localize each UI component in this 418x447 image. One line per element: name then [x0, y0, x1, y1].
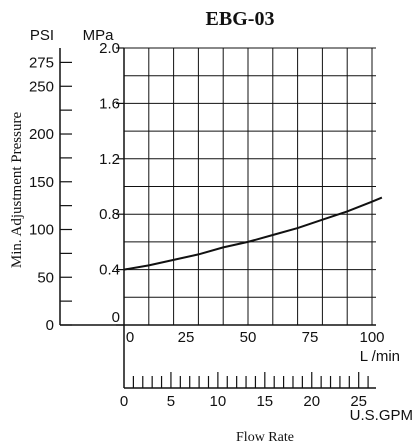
mpa-tick-label: 1.6: [99, 95, 120, 112]
lpm-tick-label: 0: [126, 329, 134, 346]
gpm-tick-label: 5: [167, 393, 175, 410]
gpm-tick-label: 20: [303, 393, 320, 410]
mpa-unit-label: MPa: [83, 27, 115, 44]
mpa-ticks: 2.0 1.6 1.2 0.8 0.4 0: [99, 40, 124, 326]
pressure-curve: [123, 196, 383, 271]
psi-tick-label: 200: [29, 126, 54, 143]
mpa-tick-label: 0.8: [99, 206, 120, 223]
mpa-tick-label: 0.4: [99, 262, 120, 279]
lpm-tick-label: 25: [178, 329, 195, 346]
gpm-unit-label: U.S.GPM: [350, 407, 413, 424]
mpa-tick-label: 0: [112, 309, 120, 326]
axes: [59, 48, 376, 389]
lpm-ticks: 0 25 50 75 100: [126, 329, 385, 346]
lpm-tick-label: 75: [302, 329, 319, 346]
gpm-tick-label: 10: [210, 393, 227, 410]
psi-tick-label: 0: [46, 317, 54, 334]
lpm-tick-label: 50: [240, 329, 257, 346]
psi-tick-label: 275: [29, 54, 54, 71]
psi-unit-label: PSI: [30, 27, 54, 44]
chart-title: EBG-03: [206, 8, 275, 30]
gpm-tick-label: 25: [350, 393, 367, 410]
gpm-tick-label: 15: [256, 393, 273, 410]
mpa-tick-label: 2.0: [99, 40, 120, 57]
lpm-tick-label: 100: [359, 329, 384, 346]
psi-tick-label: 150: [29, 174, 54, 191]
y-axis-label: Min. Adjustment Pressure: [9, 112, 25, 269]
psi-ticks: 275 250 200 150 100 50 0: [29, 54, 72, 334]
mpa-tick-label: 1.2: [99, 151, 120, 168]
psi-tick-label: 100: [29, 222, 54, 239]
plot-grid: [124, 47, 376, 326]
psi-tick-label: 50: [37, 269, 54, 286]
gpm-tick-label: 0: [120, 393, 128, 410]
gpm-ticks: 0 5 10 15 20 25: [120, 372, 369, 410]
psi-tick-label: 250: [29, 78, 54, 95]
lpm-unit-label: L /min: [360, 348, 400, 365]
x-axis-label: Flow Rate: [236, 430, 294, 445]
